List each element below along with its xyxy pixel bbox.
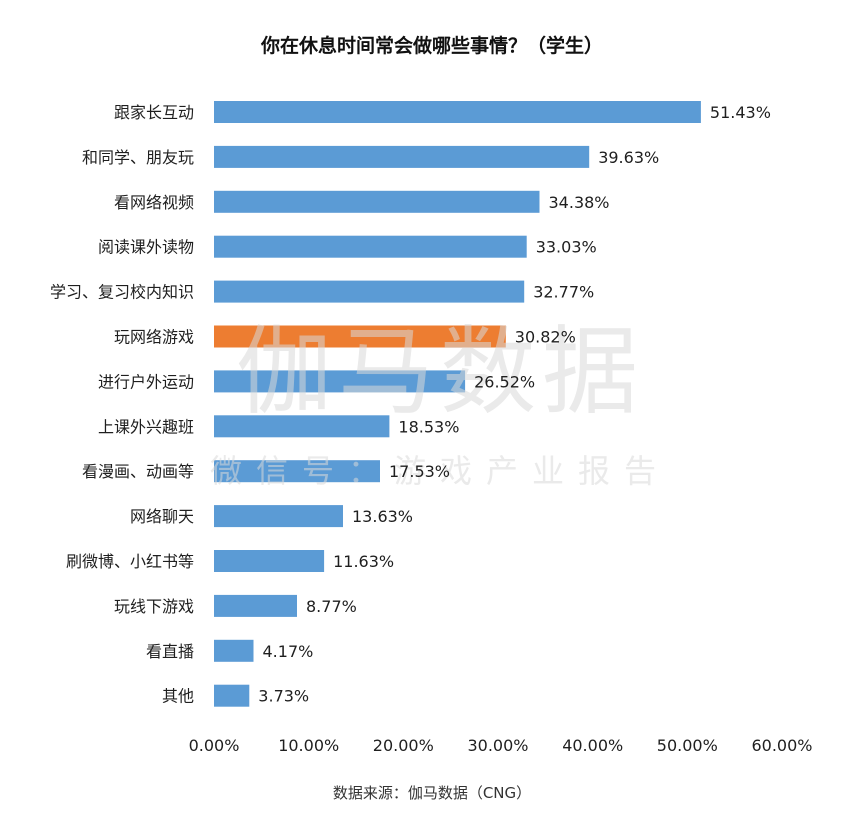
category-label-9: 网络聊天 <box>130 507 194 526</box>
value-label-9: 13.63% <box>352 507 413 526</box>
x-tick-label-0: 0.00% <box>189 736 240 755</box>
bar-2 <box>214 190 540 213</box>
category-label-5: 玩网络游戏 <box>114 328 194 347</box>
category-label-0: 跟家长互动 <box>114 103 194 122</box>
category-label-8: 看漫画、动画等 <box>82 462 194 481</box>
bars-layer <box>214 101 701 707</box>
category-label-2: 看网络视频 <box>114 193 194 212</box>
value-label-3: 33.03% <box>536 238 597 257</box>
value-label-8: 17.53% <box>389 462 450 481</box>
x-tick-label-4: 40.00% <box>562 736 623 755</box>
bar-5 <box>214 325 506 348</box>
watermark: 伽马数据 微信号：游戏产业报告 <box>210 316 670 490</box>
category-label-11: 玩线下游戏 <box>114 597 194 616</box>
category-label-1: 和同学、朋友玩 <box>82 148 194 167</box>
bar-1 <box>214 145 590 168</box>
bar-9 <box>214 505 343 528</box>
value-label-10: 11.63% <box>333 552 394 571</box>
value-label-4: 32.77% <box>533 283 594 302</box>
value-label-5: 30.82% <box>515 328 576 347</box>
bar-8 <box>214 460 380 483</box>
bar-0 <box>214 101 701 123</box>
watermark-main: 伽马数据 <box>236 316 644 428</box>
category-label-3: 阅读课外读物 <box>98 238 194 257</box>
category-label-10: 刷微博、小红书等 <box>66 552 194 571</box>
x-tick-label-2: 20.00% <box>373 736 434 755</box>
value-label-7: 18.53% <box>398 417 459 436</box>
watermark-sub: 微信号：游戏产业报告 <box>210 452 670 490</box>
category-label-4: 学习、复习校内知识 <box>50 283 194 302</box>
labels-layer: 跟家长互动 51.43% 和同学、朋友玩 39.63% 看网络视频 34.38% 阅读课外读… <box>50 103 771 706</box>
value-label-1: 39.63% <box>598 148 659 167</box>
value-label-6: 26.52% <box>474 372 535 391</box>
source-note: 数据来源：伽马数据（CNG） <box>333 784 531 802</box>
category-label-7: 上课外兴趣班 <box>98 417 194 436</box>
chart-title: 你在休息时间常会做哪些事情？（学生） <box>260 34 603 57</box>
x-tick-label-5: 50.00% <box>657 736 718 755</box>
x-axis-ticks: 0.00% 10.00% 20.00% 30.00% 40.00% 50.00% 60.00… <box>189 736 813 755</box>
value-label-11: 8.77% <box>306 597 357 616</box>
value-label-0: 51.43% <box>710 103 771 122</box>
value-label-2: 34.38% <box>549 193 610 212</box>
bar-6 <box>214 370 466 393</box>
bar-13 <box>214 684 250 707</box>
bar-12 <box>214 639 254 662</box>
bar-7 <box>214 415 390 438</box>
category-label-13: 其他 <box>162 687 194 706</box>
bar-3 <box>214 235 527 258</box>
value-label-12: 4.17% <box>263 642 314 661</box>
bar-11 <box>214 594 297 617</box>
x-tick-label-6: 60.00% <box>751 736 812 755</box>
bar-4 <box>214 280 525 303</box>
category-label-12: 看直播 <box>146 642 194 661</box>
category-label-6: 进行户外运动 <box>98 372 194 391</box>
value-label-13: 3.73% <box>258 687 309 706</box>
bar-10 <box>214 550 325 572</box>
x-tick-label-3: 30.00% <box>467 736 528 755</box>
x-tick-label-1: 10.00% <box>278 736 339 755</box>
